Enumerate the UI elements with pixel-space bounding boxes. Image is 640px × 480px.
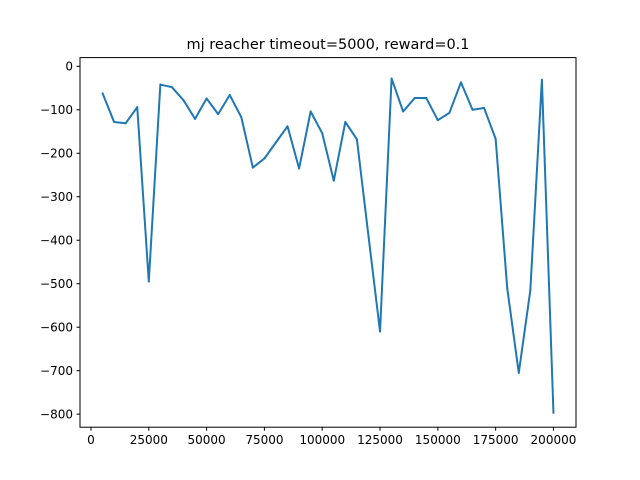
series-line [101,77,555,413]
data-point [494,137,497,140]
data-point [506,287,509,290]
data-point [147,280,150,283]
data-point [136,106,139,109]
data-point [159,83,162,86]
data-point [298,167,301,170]
data-point [274,141,277,144]
data-point [529,289,532,292]
data-point [448,111,451,114]
data-point [205,97,208,100]
data-point [194,117,197,120]
y-tick-label: 0 [65,60,73,74]
data-point [124,122,127,125]
data-point [263,157,266,160]
data-point [367,234,370,237]
data-point [402,110,405,113]
x-tick-label: 25000 [130,433,168,447]
data-point [113,120,116,123]
y-tick-label: −300 [40,190,73,204]
data-point [483,107,486,110]
data-point [170,86,173,89]
data-point [459,81,462,84]
x-tick-label: 75000 [245,433,283,447]
data-point [355,138,358,141]
data-point [228,93,231,96]
data-point [240,116,243,119]
y-tick-label: −100 [40,103,73,117]
y-tick-label: −200 [40,147,73,161]
data-point [552,411,555,414]
data-point [425,97,428,100]
y-tick-label: −700 [40,364,73,378]
data-point [517,371,520,374]
x-tick-label: 100000 [299,433,345,447]
data-point [309,110,312,113]
data-point [471,108,474,111]
y-tick-label: −800 [40,407,73,421]
data-point [390,77,393,80]
axes-frame [79,57,577,428]
data-point [321,132,324,135]
data-point [182,99,185,102]
data-point [251,166,254,169]
data-point [436,119,439,122]
data-point [217,113,220,116]
data-point [540,78,543,81]
chart-title: mj reacher timeout=5000, reward=0.1 [186,37,469,53]
x-tick-label: 175000 [473,433,519,447]
x-tick-label: 200000 [531,433,577,447]
data-point [379,330,382,333]
data-point [101,92,104,95]
x-tick-label: 0 [87,433,95,447]
y-tick-label: −500 [40,277,73,291]
data-point [332,179,335,182]
data-point [344,120,347,123]
data-point [413,97,416,100]
data-point [286,125,289,128]
data-points [101,77,555,414]
axis-ticks: 0 25000 50000 75000 100000 125000 150000 175000… [40,60,576,448]
y-tick-label: −600 [40,320,73,334]
y-tick-label: −400 [40,234,73,248]
x-tick-label: 125000 [357,433,403,447]
x-tick-label: 150000 [415,433,461,447]
x-tick-label: 50000 [188,433,226,447]
